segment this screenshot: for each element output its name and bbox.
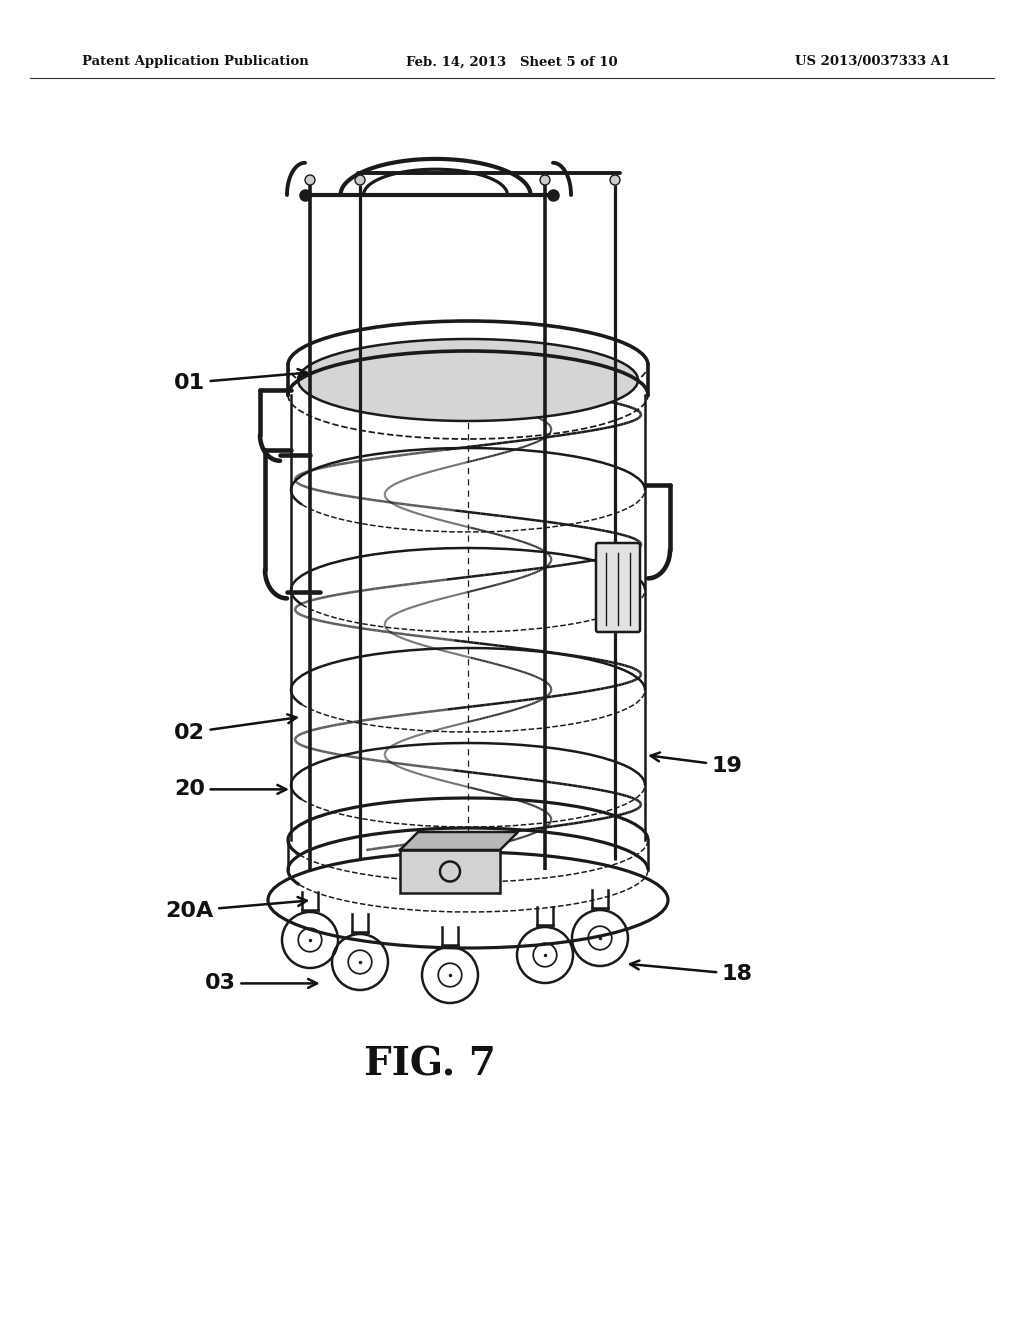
Circle shape: [355, 176, 365, 185]
Text: 01: 01: [174, 370, 307, 393]
Text: FIG. 7: FIG. 7: [365, 1045, 496, 1084]
FancyBboxPatch shape: [596, 543, 640, 632]
Ellipse shape: [298, 339, 638, 421]
Text: 03: 03: [205, 973, 317, 994]
Text: US 2013/0037333 A1: US 2013/0037333 A1: [795, 55, 950, 69]
Text: 18: 18: [630, 961, 753, 985]
Text: 20A: 20A: [165, 898, 307, 921]
Text: Feb. 14, 2013   Sheet 5 of 10: Feb. 14, 2013 Sheet 5 of 10: [407, 55, 617, 69]
Polygon shape: [400, 832, 518, 850]
Circle shape: [540, 176, 550, 185]
Text: 20: 20: [174, 779, 287, 800]
Circle shape: [305, 176, 315, 185]
Circle shape: [610, 176, 620, 185]
Text: 19: 19: [650, 752, 742, 776]
Text: Patent Application Publication: Patent Application Publication: [82, 55, 309, 69]
Text: 02: 02: [174, 714, 297, 743]
FancyBboxPatch shape: [400, 850, 500, 894]
